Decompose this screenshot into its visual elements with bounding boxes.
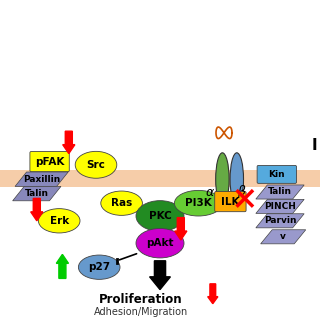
Text: Paxillin: Paxillin (23, 175, 60, 184)
Text: Erk: Erk (50, 216, 69, 226)
Polygon shape (256, 185, 304, 199)
Text: Talin: Talin (268, 188, 292, 196)
Text: Ras: Ras (111, 198, 132, 208)
FancyArrow shape (31, 198, 43, 221)
Text: $\alpha$: $\alpha$ (204, 186, 215, 198)
FancyArrow shape (175, 218, 187, 240)
Ellipse shape (38, 209, 80, 233)
Ellipse shape (136, 201, 184, 231)
Text: Proliferation: Proliferation (99, 293, 183, 306)
Text: ILK: ILK (221, 196, 240, 207)
FancyArrow shape (56, 254, 68, 278)
Polygon shape (260, 230, 306, 244)
Text: pAkt: pAkt (146, 238, 174, 248)
Text: v: v (280, 232, 286, 241)
Text: pFAK: pFAK (35, 156, 64, 167)
Text: $\beta$: $\beta$ (237, 183, 246, 201)
Text: p27: p27 (88, 262, 110, 272)
FancyBboxPatch shape (215, 191, 246, 212)
FancyArrow shape (208, 284, 218, 304)
FancyArrow shape (63, 131, 75, 154)
Ellipse shape (136, 228, 184, 258)
FancyArrow shape (150, 261, 171, 290)
Text: Kin: Kin (268, 170, 285, 179)
Text: Adhesion/Migration: Adhesion/Migration (94, 307, 188, 317)
Text: Src: Src (87, 160, 105, 170)
Bar (0, 170, 320, 187)
Ellipse shape (101, 191, 142, 215)
Polygon shape (256, 214, 304, 228)
Text: PINCH: PINCH (264, 202, 296, 211)
Text: I: I (311, 138, 317, 153)
Text: Parvin: Parvin (264, 216, 296, 225)
Ellipse shape (174, 190, 222, 216)
Ellipse shape (216, 153, 229, 206)
Text: Talin: Talin (25, 189, 49, 198)
FancyBboxPatch shape (30, 152, 69, 172)
Ellipse shape (230, 153, 244, 206)
Polygon shape (15, 172, 68, 186)
Polygon shape (13, 186, 61, 201)
Polygon shape (256, 199, 304, 213)
Ellipse shape (75, 151, 117, 178)
Ellipse shape (78, 255, 120, 279)
Text: PKC: PKC (148, 211, 172, 221)
FancyBboxPatch shape (257, 165, 297, 183)
Text: PI3K: PI3K (185, 198, 212, 208)
